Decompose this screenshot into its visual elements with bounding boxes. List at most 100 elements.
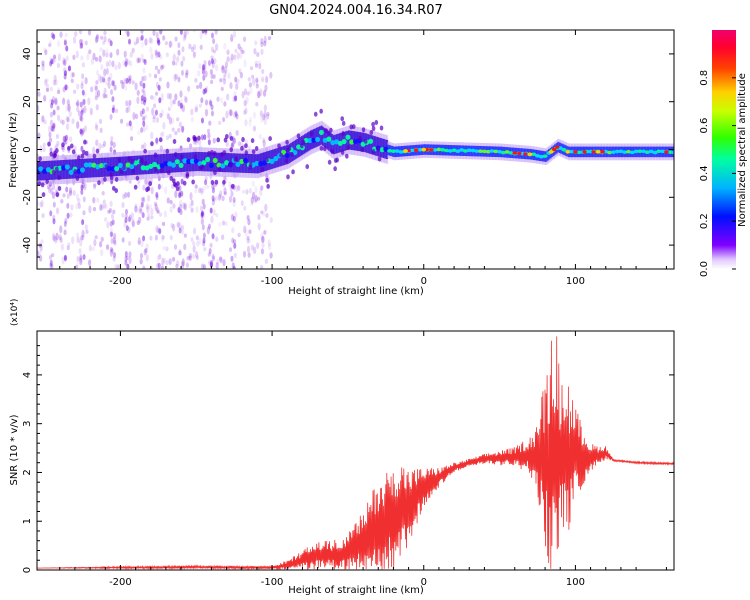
spectrogram-noise-cell [51, 124, 56, 132]
spectrogram-core-cell [235, 161, 241, 167]
spectrogram-noise-cell [202, 185, 207, 191]
spectrogram-streak-cell [124, 250, 128, 257]
spectrogram-noise-cell [114, 263, 118, 269]
spectrogram-noise-cell [219, 256, 223, 264]
spectrogram-noise-cell [77, 110, 82, 117]
spectrogram-noise-cell [101, 191, 105, 196]
spectrogram-streak-cell [204, 179, 208, 186]
spectrogram-core-cell [633, 149, 639, 154]
spectrogram-noise-cell [230, 213, 235, 221]
spectrogram-noise-cell [80, 55, 84, 61]
spectrogram-streak-cell [49, 259, 53, 266]
spectrogram-noise-cell [70, 71, 74, 79]
spectrogram-noise-cell [188, 44, 193, 49]
spectrogram-streak-cell [124, 259, 128, 266]
spectrogram-noise-cell [124, 57, 128, 66]
spectrogram-streak-cell [110, 247, 114, 254]
spectrogram-speckle-cell [49, 151, 54, 157]
spectrogram-noise-cell [77, 197, 81, 205]
spectrogram-noise-cell [142, 90, 146, 99]
spectrogram-noise-cell [116, 48, 120, 56]
spectrogram-noise-cell [112, 209, 116, 215]
spectrogram-noise-cell [81, 182, 85, 189]
spectrogram-band-mid [222, 152, 225, 173]
spectrogram-noise-cell [244, 229, 248, 237]
spectrogram-core-cell [610, 150, 616, 154]
spectrogram-band-mid [137, 155, 140, 175]
spectrogram-noise-cell [65, 105, 69, 112]
spectrogram-noise-cell [101, 143, 105, 149]
spectrogram-band-mid [272, 149, 275, 169]
spectrogram-noise-cell [237, 43, 241, 50]
spectrogram-noise-cell [263, 104, 267, 112]
spectrogram-noise-cell [179, 90, 183, 98]
spectrogram-noise-cell [158, 54, 163, 60]
spectrogram-streak-cell [64, 84, 68, 91]
spectrogram-band-mid [91, 158, 94, 178]
spectrogram-noise-cell [98, 142, 102, 151]
spectrogram-noise-cell [247, 77, 251, 82]
spectrogram-peak-cell [664, 150, 669, 154]
spectrogram-noise-cell [180, 125, 185, 134]
spectrogram-noise-cell [261, 68, 265, 75]
spectrogram-band-mid [77, 159, 81, 179]
spectrogram-noise-cell [206, 128, 211, 134]
spectrogram-streak-cell [232, 265, 236, 269]
spectrogram-noise-cell [54, 79, 58, 86]
colorbar-tick-label: 0.2 [699, 213, 710, 229]
spectrogram-noise-cell [174, 93, 178, 101]
spectrogram-speckle-cell [322, 146, 327, 152]
spectrogram-noise-cell [230, 34, 234, 42]
spectrogram-streak-cell [232, 215, 236, 222]
spectrogram-band-mid [219, 152, 222, 172]
spectrogram-noise-cell [159, 184, 164, 189]
spectrogram-core-cell [497, 149, 503, 154]
spectrogram-band-mid [146, 155, 149, 175]
spectrogram-streak-cell [110, 231, 114, 238]
spectrogram-noise-cell [263, 35, 267, 44]
spectrogram-noise-cell [129, 136, 134, 141]
spectrogram-band-mid [369, 134, 372, 154]
spectrogram-streak-cell [157, 39, 161, 46]
spectrogram-core-cell [91, 162, 97, 168]
spectrogram-noise-cell [66, 123, 70, 131]
spectrogram-noise-cell [158, 85, 162, 92]
spectrogram-speckle-cell [305, 164, 310, 170]
spectrogram-speckle-cell [40, 182, 45, 188]
spectrogram-noise-cell [194, 188, 198, 194]
spectrogram-streak-cell [230, 255, 234, 262]
spectrogram-noise-cell [165, 135, 170, 140]
spectrogram-speckle-cell [250, 138, 255, 144]
spectrogram-noise-cell [58, 233, 62, 241]
spectrogram-noise-cell [258, 134, 262, 140]
spectrogram-speckle-cell [176, 181, 180, 187]
spectrogram-noise-cell [93, 83, 97, 92]
spectrogram-noise-cell [67, 103, 71, 112]
spectrogram-streak-cell [202, 240, 206, 247]
spectrogram-noise-cell [59, 225, 63, 234]
spectrogram-noise-cell [54, 97, 58, 106]
spectrogram-noise-cell [105, 61, 109, 68]
spectrogram-streak-cell [234, 76, 238, 83]
spectrogram-streak-cell [52, 214, 56, 221]
spectrogram-noise-cell [225, 110, 229, 119]
spectrogram-streak-cell [51, 58, 55, 65]
spectrogram-core-cell [42, 168, 48, 174]
spectrogram-noise-cell [239, 51, 243, 59]
spectrogram-noise-cell [261, 241, 265, 248]
spectrogram-speckle-cell [210, 179, 215, 185]
spectrogram-core-cell [45, 167, 51, 173]
spectrogram-core-cell [436, 147, 442, 152]
spectrogram-streak-cell [156, 207, 160, 214]
spectrogram-core-cell [641, 149, 647, 154]
spectrogram-speckle-cell [160, 167, 164, 173]
spectrogram-y-tick-label: -20 [22, 189, 33, 205]
spectrogram-band-mid [334, 134, 337, 154]
spectrogram-noise-cell [79, 238, 83, 247]
spectrogram-noise-cell [234, 48, 238, 54]
spectrogram-noise-cell [163, 210, 167, 218]
spectrogram-noise-cell [144, 38, 148, 46]
spectrogram-noise-cell [185, 30, 190, 35]
spectrogram-noise-cell [245, 96, 249, 104]
spectrogram-noise-cell [94, 235, 98, 240]
